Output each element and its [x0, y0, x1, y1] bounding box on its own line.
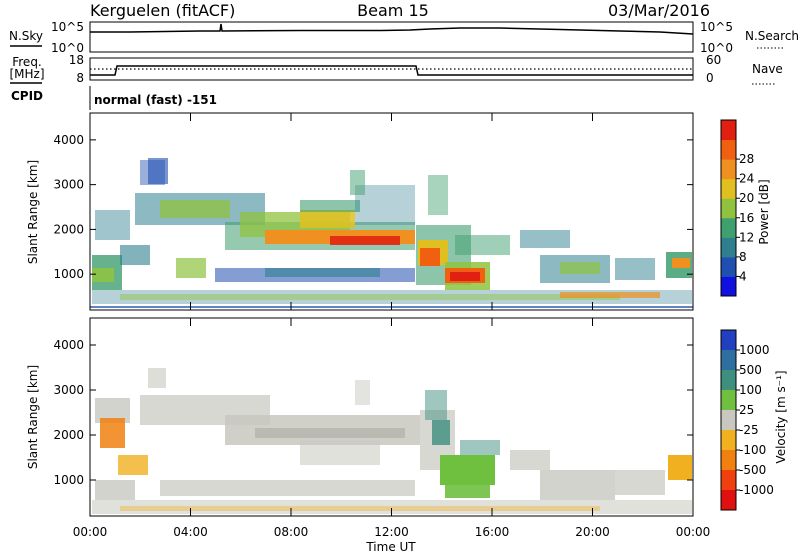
x-tick-label: 08:00	[274, 525, 309, 539]
nsearch-tick-bottom: 10^0	[700, 41, 733, 55]
power-colorbar: 4 8 12 16 20 24 28	[720, 119, 754, 297]
y-tick-label: 1000	[53, 473, 84, 487]
colorbar-swatch	[721, 256, 736, 277]
x-tick-label: 16:00	[475, 525, 510, 539]
colorbar-swatch	[721, 450, 736, 471]
nsky-tick-bottom: 10^0	[51, 41, 84, 55]
colorbar-swatch	[721, 198, 736, 219]
x-tick-label: 04:00	[173, 525, 208, 539]
colorbar-swatch	[721, 276, 736, 297]
nsearch-tick-top: 10^5	[700, 20, 733, 34]
freq-trace	[90, 65, 693, 76]
x-tick-label: 20:00	[575, 525, 610, 539]
x-tick-label: 12:00	[374, 525, 409, 539]
power-y-ticks: 1000 2000 3000 4000	[53, 133, 693, 281]
velocity-colorbar-tick: 1000	[739, 343, 770, 357]
nave-tick-bottom: 0	[706, 71, 714, 85]
power-colorbar-label: Power [dB]	[757, 179, 771, 244]
freq-label-1: Freq.	[12, 55, 42, 69]
colorbar-swatch	[721, 217, 736, 238]
freq-tick-top: 18	[69, 53, 84, 67]
velocity-colorbar-label: Velocity [m s⁻¹]	[774, 370, 788, 463]
freq-label-2: [MHz]	[9, 67, 44, 81]
colorbar-swatch	[721, 237, 736, 258]
power-colorbar-tick: 28	[739, 152, 754, 166]
velocity-x-ticks	[89, 318, 694, 516]
velocity-y-ticks: 1000 2000 3000 4000	[53, 338, 693, 487]
colorbar-swatch	[721, 410, 736, 431]
power-colorbar-tick: 16	[739, 211, 754, 225]
power-colorbar-tick: 12	[739, 230, 754, 244]
beam-title: Beam 15	[357, 1, 429, 20]
y-tick-label: 3000	[53, 383, 84, 397]
velocity-data-cells	[92, 368, 692, 514]
velocity-colorbar-tick: -1000	[739, 483, 774, 497]
velocity-colorbar-tick: -100	[739, 443, 766, 457]
power-colorbar-tick: 4	[739, 269, 747, 283]
colorbar-swatch	[721, 330, 736, 351]
y-tick-label: 2000	[53, 222, 84, 236]
velocity-colorbar-tick: -25	[739, 423, 759, 437]
colorbar-swatch	[721, 120, 736, 141]
nsky-tick-top: 10^5	[51, 20, 84, 34]
nsky-panel: N.Sky 10^5 10^0 10^5 10^0 N.Search	[9, 20, 799, 55]
colorbar-swatch	[721, 159, 736, 180]
y-tick-label: 4000	[53, 338, 84, 352]
colorbar-swatch	[721, 350, 736, 371]
nsky-trace	[90, 23, 694, 35]
power-colorbar-tick: 8	[739, 250, 747, 264]
colorbar-swatch	[721, 470, 736, 491]
x-tick-label: 00:00	[73, 525, 108, 539]
nsky-label: N.Sky	[9, 29, 43, 43]
freq-panel: Freq. [MHz] 18 8 60 0 Nave	[9, 53, 782, 85]
velocity-colorbar-tick: 500	[739, 363, 762, 377]
velocity-colorbar-tick: -500	[739, 463, 766, 477]
cpid-label: CPID	[11, 89, 43, 103]
y-tick-label: 2000	[53, 428, 84, 442]
velocity-ylabel: Slant Range [km]	[26, 365, 40, 469]
colorbar-swatch	[721, 178, 736, 199]
station-title: Kerguelen (fitACF)	[90, 1, 235, 20]
y-tick-label: 1000	[53, 267, 84, 281]
date-title: 03/Mar/2016	[608, 1, 710, 20]
velocity-x-tick-labels: 00:00 04:00 08:00 12:00 16:00 20:00 00:00	[73, 525, 711, 539]
colorbar-swatch	[721, 390, 736, 411]
power-ylabel: Slant Range [km]	[26, 160, 40, 264]
freq-tick-bottom: 8	[76, 71, 84, 85]
velocity-colorbar-tick: 100	[739, 383, 762, 397]
cpid-text: normal (fast) -151	[94, 93, 217, 107]
velocity-colorbar: 1000 500 100 25 -25 -100 -500 -1000	[720, 329, 774, 511]
power-data-cells	[92, 158, 692, 304]
nsearch-label: N.Search	[745, 29, 799, 43]
colorbar-swatch	[721, 139, 736, 160]
x-tick-label: 00:00	[676, 525, 711, 539]
y-tick-label: 3000	[53, 178, 84, 192]
cpid-panel: CPID normal (fast) -151	[11, 86, 217, 110]
power-colorbar-tick: 20	[739, 191, 754, 205]
x-axis-label: Time UT	[365, 540, 416, 554]
colorbar-swatch	[721, 490, 736, 511]
power-panel: Slant Range [km] 1000 2000 3000 4000	[26, 112, 694, 311]
y-tick-label: 4000	[53, 133, 84, 147]
power-colorbar-tick: 24	[739, 172, 754, 186]
colorbar-swatch	[721, 430, 736, 451]
velocity-colorbar-tick: 25	[739, 403, 754, 417]
colorbar-swatch	[721, 370, 736, 391]
power-x-ticks	[89, 113, 694, 310]
nave-tick-top: 60	[706, 53, 721, 67]
nave-label: Nave	[752, 62, 783, 76]
